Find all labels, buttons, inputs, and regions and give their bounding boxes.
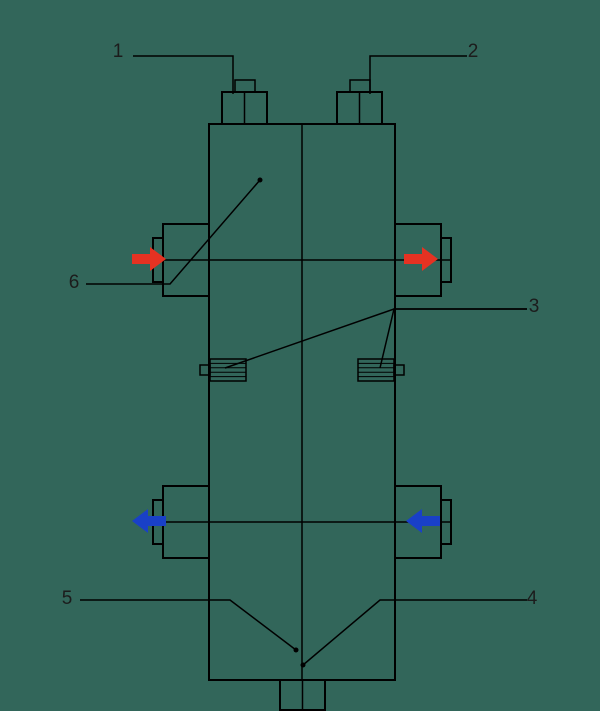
callout-3-label: 3 — [529, 296, 540, 317]
callout-6-label: 6 — [69, 272, 80, 293]
callout-2-label: 2 — [468, 41, 479, 62]
background — [0, 0, 600, 711]
callout-4-label: 4 — [527, 588, 538, 609]
hydraulic-separator-diagram: 1 2 3 4 5 6 — [0, 0, 600, 711]
callout-1-label: 1 — [113, 41, 124, 62]
callout-5-label: 5 — [62, 588, 73, 609]
